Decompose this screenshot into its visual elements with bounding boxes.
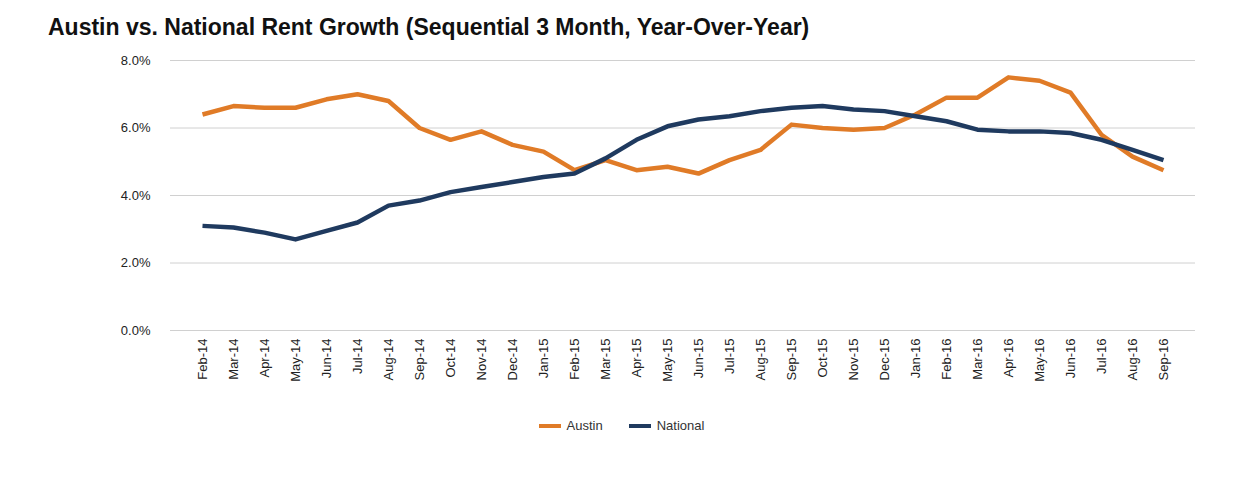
svg-text:Dec-15: Dec-15 (877, 339, 892, 381)
svg-text:Jan-15: Jan-15 (536, 339, 551, 379)
svg-text:Sep-15: Sep-15 (784, 339, 799, 381)
svg-text:Feb-14: Feb-14 (195, 339, 210, 380)
svg-text:May-15: May-15 (660, 339, 675, 382)
svg-text:Feb-16: Feb-16 (939, 339, 954, 380)
html-text:National: National (656, 418, 705, 433)
svg-text:Jun-16: Jun-16 (1063, 339, 1078, 379)
svg-text:Dec-14: Dec-14 (505, 339, 520, 381)
svg-text:Sep-14: Sep-14 (412, 339, 427, 381)
svg-text:2.0%: 2.0% (121, 255, 151, 270)
svg-text:Nov-15: Nov-15 (846, 339, 861, 381)
svg-text:Feb-15: Feb-15 (567, 339, 582, 380)
svg-text:Jun-14: Jun-14 (319, 339, 334, 379)
svg-text:Apr-14: Apr-14 (257, 339, 272, 378)
svg-text:0.0%: 0.0% (121, 323, 151, 338)
html-text:Austin vs. National Rent Growt: Austin vs. National Rent Growth (Sequent… (48, 14, 810, 40)
svg-text:Mar-15: Mar-15 (598, 339, 613, 380)
svg-text:4.0%: 4.0% (121, 188, 151, 203)
svg-text:Apr-16: Apr-16 (1001, 339, 1016, 378)
svg-text:Mar-14: Mar-14 (226, 339, 241, 380)
html-text:Austin: Austin (566, 418, 603, 433)
svg-text:Nov-14: Nov-14 (474, 339, 489, 381)
svg-text:Aug-14: Aug-14 (381, 339, 396, 381)
svg-text:Jul-16: Jul-16 (1094, 339, 1109, 374)
svg-text:Oct-15: Oct-15 (815, 339, 830, 378)
svg-text:8.0%: 8.0% (121, 53, 151, 68)
svg-text:Sep-16: Sep-16 (1156, 339, 1171, 381)
svg-text:Jul-14: Jul-14 (350, 339, 365, 374)
svg-text:May-16: May-16 (1032, 339, 1047, 382)
svg-text:Aug-15: Aug-15 (753, 339, 768, 381)
svg-text:6.0%: 6.0% (121, 120, 151, 135)
svg-text:Jul-15: Jul-15 (722, 339, 737, 374)
svg-text:Mar-16: Mar-16 (970, 339, 985, 380)
svg-text:Apr-15: Apr-15 (629, 339, 644, 378)
svg-text:Jun-15: Jun-15 (691, 339, 706, 379)
svg-text:Oct-14: Oct-14 (443, 339, 458, 378)
svg-text:Aug-16: Aug-16 (1125, 339, 1140, 381)
svg-text:Jan-16: Jan-16 (908, 339, 923, 379)
svg-text:May-14: May-14 (288, 339, 303, 382)
